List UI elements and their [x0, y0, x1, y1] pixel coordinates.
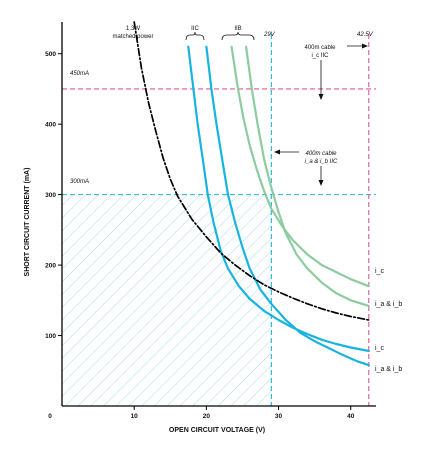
series-end-label-green-ic: i_c [375, 268, 384, 275]
cable-iab-arrowhead [274, 149, 280, 155]
shaded-region [62, 194, 272, 406]
cable-iab-pointer-head [318, 180, 324, 186]
series-line-2 [230, 45, 370, 288]
series-end-label-blue-iab: i_a & i_b [375, 366, 402, 373]
cable-iab-label-1: 400m cable [305, 151, 337, 157]
x-tick-label-2: 20 [203, 413, 211, 420]
ref-label-29v: 29V [263, 32, 276, 38]
x-axis-title: OPEN CIRCUIT VOLTAGE (V) [169, 427, 265, 434]
cable-iic-label-2: i_c IIC [311, 53, 329, 59]
series-end-label-green-iab: i_a & i_b [375, 301, 402, 308]
series-end-label-blue-ic: i_c [375, 345, 384, 352]
y-tick-label-4: 500 [45, 51, 56, 58]
series-line-0 [187, 45, 370, 353]
group-label-iic: IIC [191, 26, 199, 32]
brace-iib [221, 31, 255, 41]
series-line-1 [205, 45, 370, 367]
series-line-3 [245, 45, 370, 307]
x-tick-label-4: 40 [347, 413, 355, 420]
y-tick-label-0: 100 [45, 333, 56, 340]
matched-power-label-2: matched power [112, 34, 153, 40]
x-tick-label-0: 0 [48, 413, 52, 420]
ref-label-42-5v: 42.5V [357, 32, 374, 38]
cable-iic-arrowhead [362, 43, 368, 49]
cable-iab-label-2: i_a & i_b IIC [305, 159, 338, 165]
cable-iic-pointer-head [318, 94, 324, 100]
x-tick-label-1: 10 [131, 413, 139, 420]
y-axis-title: SHORT CIRCUIT CURRENT (mA) [24, 168, 31, 277]
matched-power-label-1: 1.3W [126, 26, 140, 32]
series-line-4 [133, 21, 370, 321]
y-tick-label-2: 300 [45, 192, 56, 199]
ref-label-450ma: 450mA [70, 71, 89, 77]
x-tick-label-3: 30 [275, 413, 283, 420]
y-tick-label-1: 200 [45, 263, 56, 270]
group-label-iib: IIB [234, 26, 241, 32]
cable-iic-label-1: 400m cable [304, 45, 336, 51]
y-tick-label-3: 400 [45, 122, 56, 129]
brace-iic [185, 31, 205, 41]
ref-label-300ma: 300mA [70, 179, 89, 185]
